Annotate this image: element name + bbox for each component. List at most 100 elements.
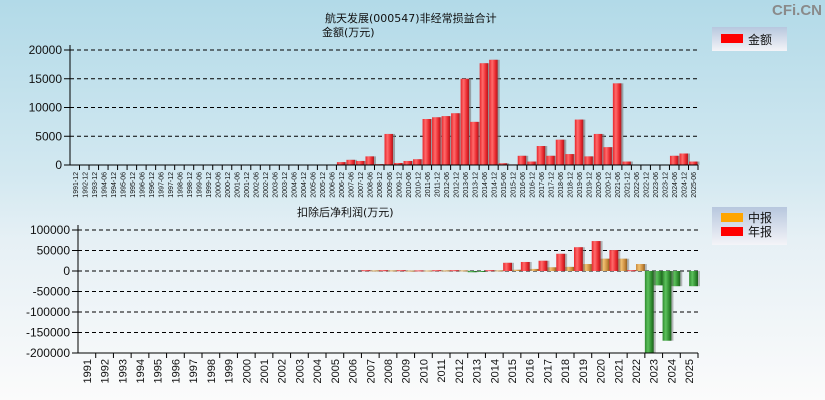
top-x-tick-label: 1998-06 (177, 172, 184, 198)
top-x-tick-label: 2000-12 (225, 172, 232, 198)
legend-label-interim: 中报 (748, 210, 772, 225)
top-bar (470, 121, 479, 165)
bottom-x-tick-label: 1996 (170, 359, 182, 383)
top-bar (355, 160, 365, 165)
top-bar (403, 160, 413, 165)
top-bars (336, 59, 700, 165)
top-bar (546, 155, 555, 165)
top-x-tick-label: 1997-06 (158, 172, 165, 198)
bottom-x-tick-label: 2013 (472, 359, 484, 383)
bottom-x-tick-label: 1997 (188, 359, 200, 383)
top-x-tick-label: 1997-12 (168, 172, 175, 198)
top-x-tick-label: 2021-12 (625, 172, 632, 198)
annual-bar (361, 270, 371, 272)
annual-bar (467, 271, 477, 273)
legend-swatch-annual (721, 227, 743, 236)
annual-bar (574, 247, 583, 271)
top-bar (612, 83, 622, 165)
legend-label-annual: 年报 (748, 224, 772, 239)
interim-bar (370, 270, 380, 272)
interim-bar (494, 270, 504, 272)
bottom-x-tick-label: 2001 (259, 359, 271, 383)
interim-bar (653, 271, 663, 286)
bottom-bars (361, 241, 700, 353)
bottom-x-tick-label: 1998 (206, 359, 218, 383)
bottom-x-tick-label: 2014 (489, 359, 501, 383)
bottom-x-tick-label: 2009 (401, 359, 413, 383)
annual-bar (450, 270, 459, 272)
top-x-tick-label: 2017-12 (549, 172, 556, 198)
top-y-tick-label: 0 (55, 158, 62, 172)
top-x-tick-label: 2012-12 (453, 172, 460, 198)
bottom-x-tick-label: 2017 (542, 359, 554, 383)
annual-bar (379, 270, 388, 272)
top-x-tick-label: 2022-06 (634, 172, 641, 198)
bottom-x-tick-label: 2008 (383, 359, 395, 383)
top-x-tick-label: 2009-06 (387, 172, 394, 198)
bottom-x-tick-label: 2000 (241, 359, 253, 383)
top-x-tick-label: 1996-06 (139, 172, 146, 198)
top-bar (479, 63, 489, 165)
top-x-tick-label: 2003-06 (273, 172, 280, 198)
bottom-x-tick-label: 2012 (454, 359, 466, 383)
top-x-tick-label: 2008-12 (377, 172, 384, 198)
top-x-tick-label: 2002-06 (254, 172, 261, 198)
interim-bar (512, 269, 521, 271)
bottom-x-tick-label: 2010 (418, 359, 430, 383)
bottom-x-tick-label: 2004 (312, 359, 324, 383)
annual-bar (609, 250, 619, 271)
interim-bar (547, 267, 557, 271)
top-x-tick-label: 2012-06 (444, 172, 451, 198)
top-x-tick-label: 1994-12 (111, 172, 118, 198)
bottom-x-tick-label: 2025 (684, 359, 696, 383)
legend-swatch-interim (721, 213, 743, 222)
top-x-tick-label: 1996-12 (149, 172, 156, 198)
legend-label-amount: 金额 (748, 32, 772, 47)
bottom-x-tick-label: 2021 (613, 359, 625, 383)
top-y-tick-label: 5000 (35, 129, 62, 143)
top-x-tick-label: 2017-06 (539, 172, 546, 198)
bottom-x-tick-label: 2011 (436, 359, 448, 383)
top-chart-subtitle: 金额(万元) (322, 25, 375, 39)
top-x-tick-label: 2023-06 (653, 172, 660, 198)
bottom-y-tick-label: 100000 (30, 223, 70, 237)
top-x-tick-label: 2003-12 (282, 172, 289, 198)
bottom-x-tick-label: 2019 (578, 359, 590, 383)
top-bar (489, 59, 498, 165)
top-x-tick-label: 2007-06 (349, 172, 356, 198)
annual-bar (627, 270, 636, 272)
bottom-x-tick-label: 2002 (277, 359, 289, 383)
top-x-tick-label: 2010-12 (415, 172, 422, 198)
bottom-axis: 100000 50000 0 -50000 -100000 -150000 -200000 1… (26, 223, 699, 383)
top-x-tick-label: 2009-12 (396, 172, 403, 198)
top-x-tick-label: 2011-12 (434, 172, 441, 197)
interim-bar (405, 270, 415, 272)
top-bar (346, 159, 355, 165)
top-y-tick-label: 20000 (29, 43, 63, 57)
bottom-x-tick-label: 2016 (525, 359, 537, 383)
bottom-x-tick-label: 1999 (224, 359, 236, 383)
bottom-y-tick-label: -100000 (26, 305, 70, 319)
bottom-y-tick-label: 50000 (37, 244, 71, 258)
top-bar (365, 156, 374, 165)
interim-bar (565, 266, 574, 271)
annual-bar (414, 270, 424, 272)
annual-bar (538, 260, 548, 271)
top-x-tick-label: 2007-12 (358, 172, 365, 198)
top-bar (574, 119, 584, 165)
top-x-tick-label: 2001-06 (235, 172, 242, 198)
bottom-y-tick-label: 0 (63, 264, 70, 278)
top-legend: 金额 (712, 27, 787, 51)
top-x-tick-label: 2019-06 (577, 172, 584, 198)
bottom-x-tick-label: 2023 (649, 359, 661, 383)
bottom-legend: 中报 年报 (712, 207, 787, 245)
top-x-tick-label: 2025-06 (691, 172, 698, 198)
top-x-tick-label: 2019-12 (587, 172, 594, 198)
top-bar (555, 139, 565, 165)
top-x-tick-label: 1992-12 (82, 172, 89, 198)
top-x-tick-label: 1991-12 (73, 172, 80, 198)
annual-bar (503, 262, 512, 271)
top-bar (422, 119, 432, 165)
annual-bar (591, 241, 601, 271)
